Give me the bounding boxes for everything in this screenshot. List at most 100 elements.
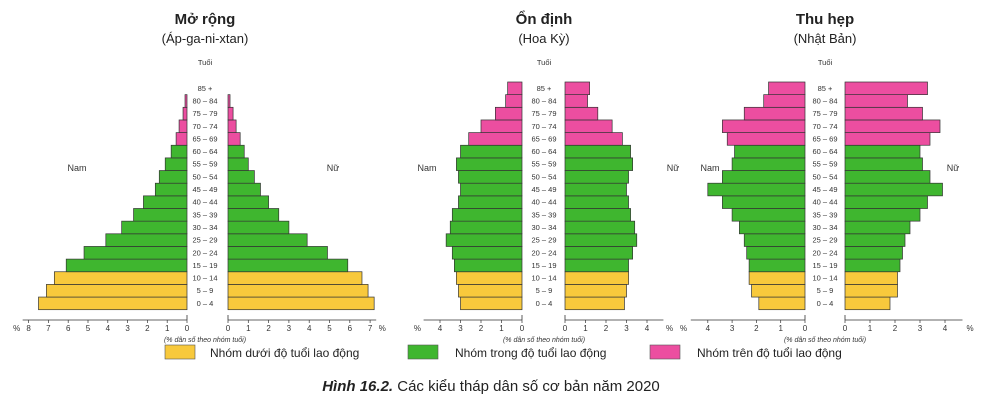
age-group-label: 5 – 9 — [536, 286, 553, 295]
male-bar — [38, 296, 188, 311]
age-group-label: 0 – 4 — [536, 299, 553, 308]
female-bar — [844, 94, 908, 108]
male-bar — [456, 271, 523, 285]
female-bar — [227, 271, 363, 285]
age-group-label: 75 – 79 — [192, 109, 217, 118]
male-bar — [746, 246, 806, 260]
female-tick-label: 4 — [943, 324, 948, 333]
legend-label-working: Nhóm trong độ tuổi lao động — [455, 346, 606, 360]
male-label: Nam — [700, 163, 719, 173]
female-bar — [227, 106, 234, 121]
age-axis-label: Tuổi — [198, 58, 213, 67]
female-bar — [564, 258, 629, 273]
female-tick-label: 5 — [327, 324, 332, 333]
chart-title: Mở rộng — [175, 11, 236, 28]
male-bar — [456, 157, 523, 171]
male-bar — [454, 258, 523, 273]
female-bar — [227, 220, 290, 235]
female-unit-label: % — [379, 324, 386, 333]
age-group-label: 80 – 84 — [192, 96, 217, 105]
male-bar — [458, 195, 523, 209]
pyramid-1: Ổn định (Hoa Kỳ) Tuổi Nam Nữ 0 – 4 5 – 9 10 – 1… — [414, 10, 679, 344]
female-bar — [227, 233, 308, 247]
male-bar — [739, 220, 806, 235]
age-group-label: 30 – 34 — [812, 223, 837, 232]
male-tick-label: 3 — [458, 324, 463, 333]
female-label: Nữ — [947, 163, 960, 173]
male-bar — [164, 157, 188, 171]
age-group-label: 55 – 59 — [812, 160, 837, 169]
legend-label-young: Nhóm dưới độ tuổi lao động — [210, 346, 359, 360]
female-tick-label: 2 — [604, 324, 609, 333]
female-bar — [227, 258, 349, 273]
male-tick-label: 3 — [730, 324, 735, 333]
male-tick-label: 4 — [106, 324, 111, 333]
female-tick-label: 3 — [287, 324, 292, 333]
male-bar — [445, 233, 523, 247]
female-tick-label: 2 — [266, 324, 271, 333]
female-bar — [227, 119, 237, 133]
male-bar — [105, 233, 188, 247]
male-tick-label: 2 — [754, 324, 759, 333]
male-bar — [83, 246, 188, 260]
pyramid-2: Thu hẹp (Nhật Bản) Tuổi Nam Nữ 0 – 4 5 – 9 10 –… — [680, 11, 974, 344]
male-bar — [175, 132, 188, 146]
legend-label-old: Nhóm trên độ tuổi lao động — [697, 346, 842, 360]
female-label: Nữ — [327, 163, 340, 173]
female-bar — [227, 208, 280, 222]
female-bar — [844, 170, 931, 184]
male-tick-label: 4 — [438, 324, 443, 333]
male-bar — [154, 182, 188, 197]
age-group-label: 85 + — [198, 84, 213, 93]
age-group-label: 55 – 59 — [531, 160, 556, 169]
female-bar — [564, 106, 599, 121]
male-bar — [170, 144, 188, 159]
chart-subtitle: (Áp-ga-ni-xtan) — [162, 31, 249, 46]
female-tick-label: 4 — [307, 324, 312, 333]
male-bar — [495, 106, 523, 121]
age-group-label: 55 – 59 — [192, 160, 217, 169]
male-tick-label: 1 — [165, 324, 170, 333]
female-bar — [564, 296, 625, 311]
caption-label: Hình 16.2. — [322, 378, 393, 395]
chart-subtitle: (Nhật Bản) — [794, 31, 857, 46]
male-bar — [768, 81, 806, 95]
female-tick-label: 6 — [348, 324, 353, 333]
female-bar — [227, 94, 231, 108]
age-group-label: 80 – 84 — [531, 96, 556, 105]
female-bar — [564, 132, 623, 146]
female-bar — [844, 157, 923, 171]
age-group-label: 65 – 69 — [192, 134, 217, 143]
age-group-label: 60 – 64 — [192, 147, 217, 156]
female-unit-label: % — [966, 324, 973, 333]
male-bar — [505, 94, 523, 108]
age-group-label: 5 – 9 — [817, 286, 834, 295]
female-bar — [227, 132, 241, 146]
age-group-label: 0 – 4 — [197, 299, 214, 308]
female-bar — [844, 132, 931, 146]
age-group-label: 10 – 14 — [812, 274, 837, 283]
age-group-label: 60 – 64 — [812, 147, 837, 156]
age-group-label: 25 – 29 — [531, 236, 556, 245]
x-axis-title: (% dân số theo nhóm tuổi) — [503, 336, 585, 344]
male-tick-label: 1 — [499, 324, 504, 333]
male-bar — [751, 284, 806, 298]
age-group-label: 40 – 44 — [531, 198, 556, 207]
male-tick-label: 7 — [46, 324, 51, 333]
male-label: Nam — [67, 163, 86, 173]
male-bar — [743, 106, 806, 121]
male-bar — [182, 106, 188, 121]
female-bar — [227, 182, 261, 197]
male-bar — [722, 119, 806, 133]
male-tick-label: 1 — [778, 324, 783, 333]
female-bar — [227, 144, 245, 159]
male-bar — [726, 132, 806, 146]
female-bar — [844, 296, 891, 311]
male-bar — [731, 208, 806, 222]
female-tick-label: 1 — [868, 324, 873, 333]
male-unit-label: % — [414, 324, 421, 333]
male-tick-label: 6 — [66, 324, 71, 333]
female-bar — [564, 94, 588, 108]
male-bar — [46, 284, 188, 298]
female-bar — [564, 119, 613, 133]
